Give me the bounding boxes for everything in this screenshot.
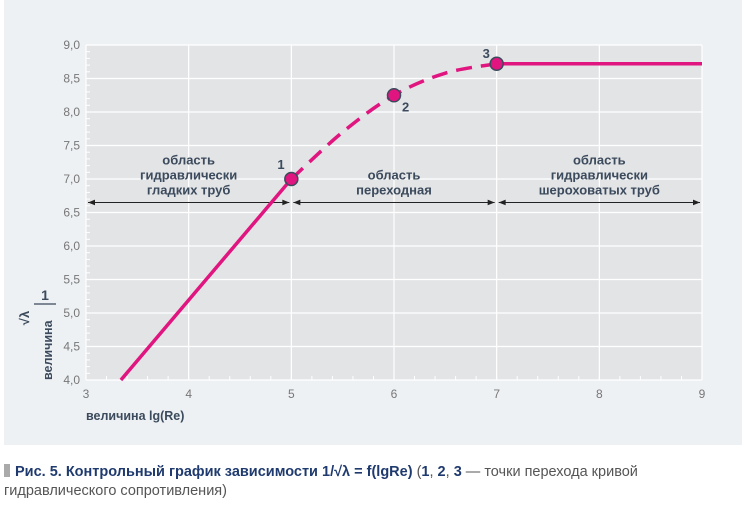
x-tick-label: 7 [493, 387, 500, 401]
y-tick-label: 9,0 [63, 38, 80, 52]
y-tick-label: 5,0 [63, 306, 80, 320]
y-tick-label: 6,5 [63, 206, 80, 220]
y-tick-label: 8,0 [63, 105, 80, 119]
region-label: шероховатых труб [539, 182, 660, 197]
caption-point-1: 1 [421, 464, 430, 480]
x-tick-label: 9 [699, 387, 706, 401]
x-tick-label: 5 [288, 387, 295, 401]
point-label: 1 [277, 157, 284, 172]
region-label: область [368, 167, 421, 182]
caption-point-3: 3 [453, 464, 462, 480]
x-tick-label: 6 [391, 387, 398, 401]
x-tick-label: 8 [596, 387, 603, 401]
region-label: область [573, 152, 626, 167]
transition-point [284, 171, 299, 187]
y-tick-label: 7,0 [63, 172, 80, 186]
y-tick-label: 8,5 [63, 72, 80, 86]
caption-text: , [445, 464, 454, 480]
caption-text: , [429, 464, 438, 480]
figure-caption: Рис. 5. Контрольный график зависимости 1… [4, 463, 744, 501]
x-tick-label: 4 [185, 387, 192, 401]
region-label: область [162, 152, 215, 167]
region-label: гидравлически [140, 167, 237, 182]
y-label-numerator: 1 [41, 287, 49, 303]
transition-point [386, 88, 402, 103]
region-label: гидравлически [551, 167, 648, 182]
caption-text: ( [412, 464, 422, 480]
y-tick-label: 6,0 [63, 239, 80, 253]
y-tick-label: 4,5 [63, 340, 80, 354]
y-tick-label: 7,5 [63, 139, 80, 153]
y-label-denominator: √λ [17, 310, 32, 325]
curve-segment [119, 177, 293, 382]
x-tick-label: 3 [83, 387, 90, 401]
point-label: 3 [483, 46, 490, 61]
point-label: 2 [402, 99, 409, 114]
caption-description: — точки перехода кривой гидравлического … [4, 464, 638, 499]
y-axis-label: величина [41, 319, 55, 380]
chart: 3 4 5 6 7 8 9 4,0 4,5 5,0 5,5 6,0 6,5 7,0 7,5 8,0 8,5 9,0… [17, 38, 706, 423]
x-axis-label: величина lg(Re) [86, 409, 184, 423]
y-tick-label: 4,0 [63, 373, 80, 387]
caption-title: Рис. 5. Контрольный график зависимости 1… [15, 464, 413, 480]
caption-point-2: 2 [437, 464, 446, 480]
y-tick-label: 5,5 [63, 273, 80, 287]
region-label: переходная [356, 182, 432, 197]
region-label: гладких труб [147, 182, 231, 197]
caption-marker [4, 464, 10, 477]
transition-point [489, 56, 504, 72]
